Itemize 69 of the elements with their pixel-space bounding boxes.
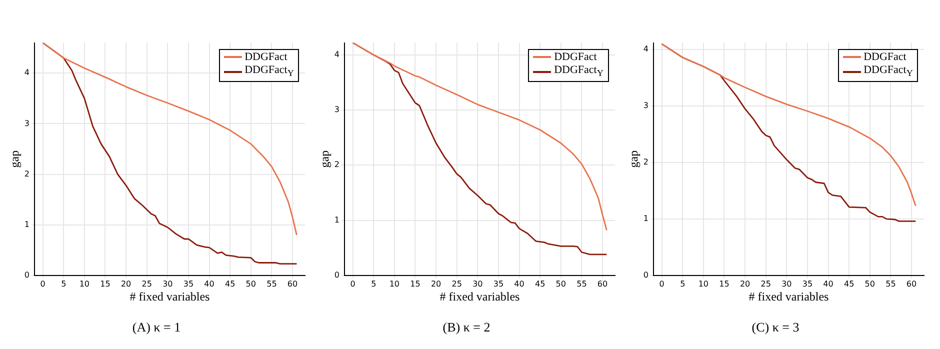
x-axis-title: # fixed variables — [130, 289, 210, 304]
x-tick-label: 60 — [906, 279, 917, 288]
x-tick-label: 25 — [451, 279, 462, 288]
y-tick-label: 1 — [643, 214, 648, 224]
x-tick-label: 35 — [183, 279, 194, 288]
y-tick-label: 0 — [643, 270, 648, 280]
x-tick-label: 5 — [370, 279, 376, 288]
x-tick-label: 60 — [287, 279, 298, 288]
x-tick-label: 20 — [120, 279, 132, 288]
x-tick-label: 5 — [61, 279, 66, 288]
x-tick-label: 15 — [410, 279, 420, 288]
x-tick-label: 30 — [472, 279, 482, 288]
x-tick-label: 50 — [864, 279, 875, 288]
x-tick-label: 25 — [760, 279, 771, 288]
y-tick-label: 1 — [24, 220, 30, 229]
x-tick-label: 15 — [100, 279, 110, 288]
y-tick-label: 3 — [334, 105, 339, 114]
x-tick-label: 60 — [596, 279, 608, 288]
x-tick-label: 50 — [555, 279, 566, 288]
y-tick-label: 4 — [643, 44, 648, 54]
x-tick-label: 45 — [534, 279, 545, 288]
x-tick-label: 25 — [142, 279, 152, 288]
x-tick-label: 45 — [224, 279, 236, 288]
x-tick-label: 5 — [680, 279, 686, 288]
x-tick-label: 30 — [782, 279, 792, 288]
y-tick-label: 2 — [24, 169, 30, 178]
x-tick-label: 55 — [576, 279, 586, 288]
x-axis-title: # fixed variables — [748, 289, 830, 304]
y-tick-label: 3 — [643, 101, 648, 110]
x-tick-label: 40 — [823, 279, 834, 288]
legend-label: DDGFact$_{Υ}$ — [864, 64, 913, 80]
x-axis-title: # fixed variables — [439, 289, 520, 304]
x-tick-label: 10 — [698, 279, 709, 288]
x-tick-label: 20 — [740, 279, 750, 288]
x-tick-label: 0 — [350, 279, 355, 288]
legend-label: DDGFact$_{Υ}$ — [554, 64, 604, 80]
y-tick-label: 0 — [24, 270, 30, 280]
x-tick-label: 10 — [79, 279, 90, 288]
x-tick-label: 40 — [514, 279, 524, 288]
x-tick-label: 45 — [844, 279, 854, 288]
x-tick-label: 30 — [162, 279, 173, 288]
y-axis-title: gap — [316, 150, 331, 168]
x-tick-label: 20 — [430, 279, 441, 288]
text: (A) κ = 1 — [132, 320, 181, 335]
y-tick-label: 0 — [334, 270, 339, 280]
x-tick-label: 40 — [204, 279, 214, 288]
legend-label: DDGFact — [244, 50, 288, 64]
x-tick-label: 10 — [388, 279, 400, 288]
y-tick-label: 3 — [24, 118, 30, 128]
x-tick-label: 50 — [246, 279, 256, 288]
y-axis-title: gap — [626, 150, 640, 168]
legend-label: DDGFact — [554, 50, 597, 64]
y-tick-label: 2 — [643, 158, 648, 167]
x-tick-label: 35 — [802, 279, 813, 288]
x-tick-label: 55 — [886, 279, 896, 288]
y-tick-label: 4 — [334, 50, 339, 60]
y-axis-title: gap — [7, 150, 22, 168]
text: (C) κ = 3 — [752, 320, 800, 335]
y-tick-label: 4 — [24, 68, 30, 78]
y-tick-label: 2 — [334, 160, 339, 170]
x-tick-label: 35 — [492, 279, 504, 288]
legend-label: DDGFact — [864, 50, 906, 64]
x-tick-label: 15 — [719, 279, 730, 288]
x-tick-label: 55 — [266, 279, 277, 288]
text: (B) κ = 2 — [442, 320, 490, 335]
y-tick-label: 1 — [334, 215, 339, 224]
x-tick-label: 0 — [659, 279, 664, 288]
legend-label: DDGFact$_{Υ}$ — [244, 64, 294, 80]
x-tick-label: 0 — [40, 279, 46, 288]
